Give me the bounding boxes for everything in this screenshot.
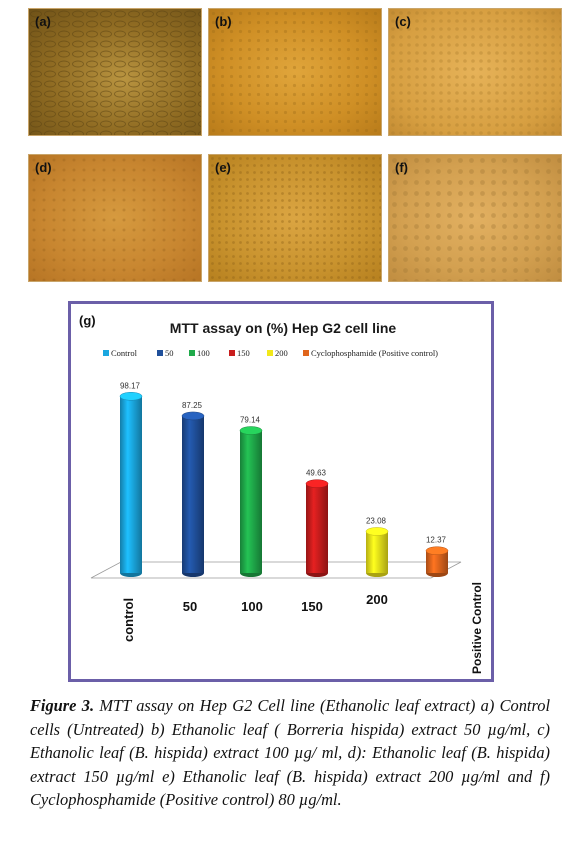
panel-label: (e) (215, 160, 231, 175)
bar-top (425, 546, 449, 555)
bar-value-label: 49.63 (306, 469, 327, 478)
bar (182, 415, 204, 573)
legend-swatch (157, 350, 163, 356)
panel-label: (c) (395, 14, 411, 29)
legend-label: Cyclophosphamide (Positive control) (311, 348, 438, 358)
micrograph-panel-c: (c) (388, 8, 562, 136)
mtt-chart-panel: (g) MTT assay on (%) Hep G2 cell line Co… (68, 301, 494, 682)
caption-text: MTT assay on Hep G2 Cell line (Ethanolic… (30, 696, 550, 810)
bar (366, 531, 388, 573)
legend-swatch (303, 350, 309, 356)
legend-swatch (229, 350, 235, 356)
bar-value-label: 79.14 (240, 416, 261, 425)
legend-swatch (267, 350, 273, 356)
x-tick-label: 100 (241, 599, 263, 614)
legend-swatch (189, 350, 195, 356)
bar-value-label: 12.37 (426, 536, 447, 545)
bar-value-label: 98.17 (120, 381, 141, 390)
panel-label: (b) (215, 14, 232, 29)
bar (306, 483, 328, 573)
bar (426, 550, 448, 573)
micrograph-panel-d: (d) (28, 154, 202, 282)
chart-panel-label: (g) (79, 313, 96, 328)
micrograph-panel-b: (b) (208, 8, 382, 136)
cell-texture-c (389, 9, 561, 135)
micrograph-panel-e: (e) (208, 154, 382, 282)
legend-label: 150 (237, 348, 250, 358)
x-tick-label: control (121, 598, 136, 642)
panel-label: (f) (395, 160, 408, 175)
bar (120, 396, 142, 573)
cell-texture-e (209, 155, 381, 281)
legend-label: 200 (275, 348, 288, 358)
x-tick-label: Positive Control (470, 582, 484, 674)
chart-title: MTT assay on (%) Hep G2 cell line (170, 320, 397, 336)
x-tick-label: 200 (366, 592, 388, 607)
cell-texture-b (209, 9, 381, 135)
legend-label: 50 (165, 348, 174, 358)
mtt-bar-chart: (g) MTT assay on (%) Hep G2 cell line Co… (79, 313, 484, 674)
x-axis-ticks: control 50 100 150 200 Positive Control (121, 582, 484, 674)
legend-label: Control (111, 348, 138, 358)
cell-texture-f (389, 155, 561, 281)
legend-label: 100 (197, 348, 210, 358)
panel-label: (d) (35, 160, 52, 175)
x-tick-label: 50 (183, 599, 197, 614)
bar-top (119, 392, 143, 401)
cell-texture-a (29, 9, 201, 135)
bar-value-label: 23.08 (366, 516, 387, 525)
micrograph-panel-f: (f) (388, 154, 562, 282)
figure-caption: Figure 3. MTT assay on Hep G2 Cell line … (30, 694, 550, 812)
chart-legend: Control 50 100 150 200 Cyclophosphamide (Posi… (103, 348, 438, 358)
micrograph-panel-a: (a) (28, 8, 202, 136)
bar-value-label: 87.25 (182, 401, 203, 410)
panel-label: (a) (35, 14, 51, 29)
figure-label: Figure 3. (30, 696, 95, 715)
cell-texture-d (29, 155, 201, 281)
bar-top (239, 426, 263, 435)
bar-top (181, 411, 205, 421)
x-tick-label: 150 (301, 599, 323, 614)
chart-bars: 98.17 87.25 79.14 49.63 23.08 12.37 (119, 381, 449, 577)
bar (240, 430, 262, 573)
chart-floor (90, 561, 462, 579)
bar-top (365, 527, 389, 536)
bar-top (305, 479, 329, 488)
legend-swatch (103, 350, 109, 356)
